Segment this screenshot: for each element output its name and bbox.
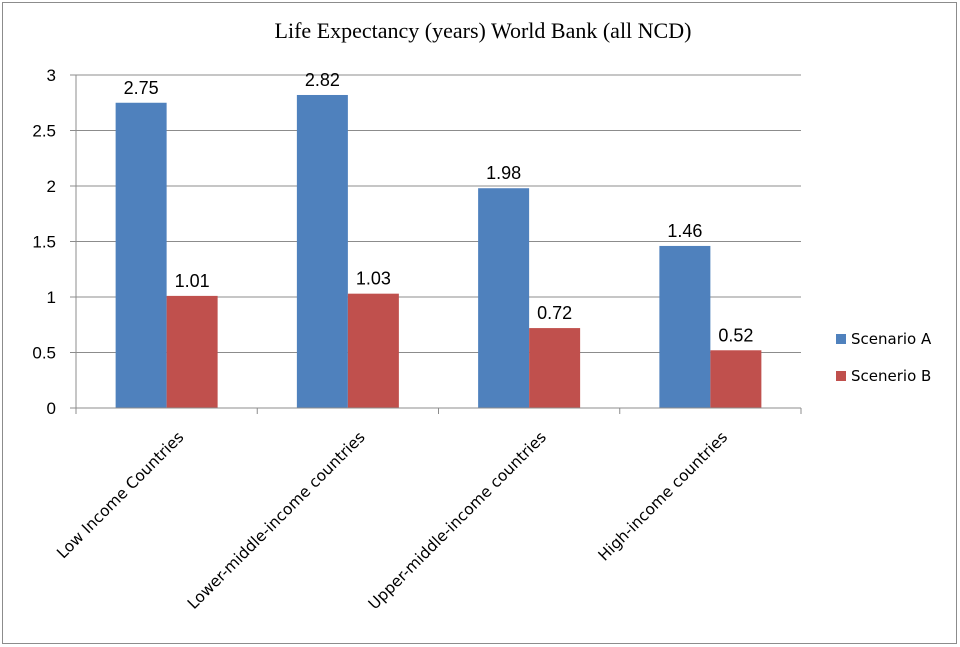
- legend-label-0: Scenario A: [851, 330, 932, 348]
- legend-swatch-0: [836, 334, 846, 344]
- y-tick-label-2: 1: [47, 288, 56, 307]
- data-label-b-2: 0.72: [537, 303, 572, 323]
- bar-a-2: [478, 188, 530, 408]
- y-tick-label-3: 1.5: [32, 233, 56, 252]
- y-tick-label-6: 3: [47, 66, 56, 85]
- bar-a-0: [115, 102, 167, 408]
- data-labels: 2.75 1.01 2.82 1.03 1.98 0.72 1.46 0.52: [124, 70, 754, 345]
- data-label-b-1: 1.03: [356, 269, 391, 289]
- data-label-a-3: 1.46: [667, 221, 702, 241]
- legend-label-1: Scenerio B: [851, 367, 931, 385]
- y-axis-ticks: 0 0.5 1 1.5 2 2.5 3: [32, 66, 76, 418]
- data-label-a-2: 1.98: [486, 163, 521, 183]
- bar-b-0: [166, 295, 218, 408]
- axes: [75, 75, 802, 414]
- data-label-a-1: 2.82: [305, 70, 340, 90]
- bar-b-2: [529, 328, 581, 408]
- y-tick-label-0: 0: [47, 399, 56, 418]
- y-tick-label-5: 2.5: [32, 122, 56, 141]
- data-label-a-0: 2.75: [124, 78, 159, 98]
- category-label-0: Low Income Countries: [53, 428, 187, 562]
- data-label-b-3: 0.52: [718, 325, 753, 345]
- legend-swatch-1: [836, 371, 846, 381]
- legend: Scenario A Scenerio B: [836, 330, 932, 385]
- bar-b-3: [710, 350, 762, 408]
- bar-b-1: [347, 293, 399, 408]
- chart-title: Life Expectancy (years) World Bank (all …: [275, 18, 692, 43]
- category-label-1: Lower-middle-income countries: [184, 428, 369, 613]
- category-labels: Low Income CountriesLower-middle-income …: [53, 428, 731, 613]
- category-label-2: Upper-middle-income countries: [365, 428, 550, 613]
- category-label-3: High-income countries: [595, 428, 731, 564]
- y-tick-label-1: 0.5: [32, 344, 56, 363]
- bars: [115, 94, 762, 408]
- bar-a-1: [296, 94, 348, 408]
- y-tick-label-4: 2: [47, 177, 56, 196]
- data-label-b-0: 1.01: [175, 271, 210, 291]
- bar-a-3: [659, 245, 711, 408]
